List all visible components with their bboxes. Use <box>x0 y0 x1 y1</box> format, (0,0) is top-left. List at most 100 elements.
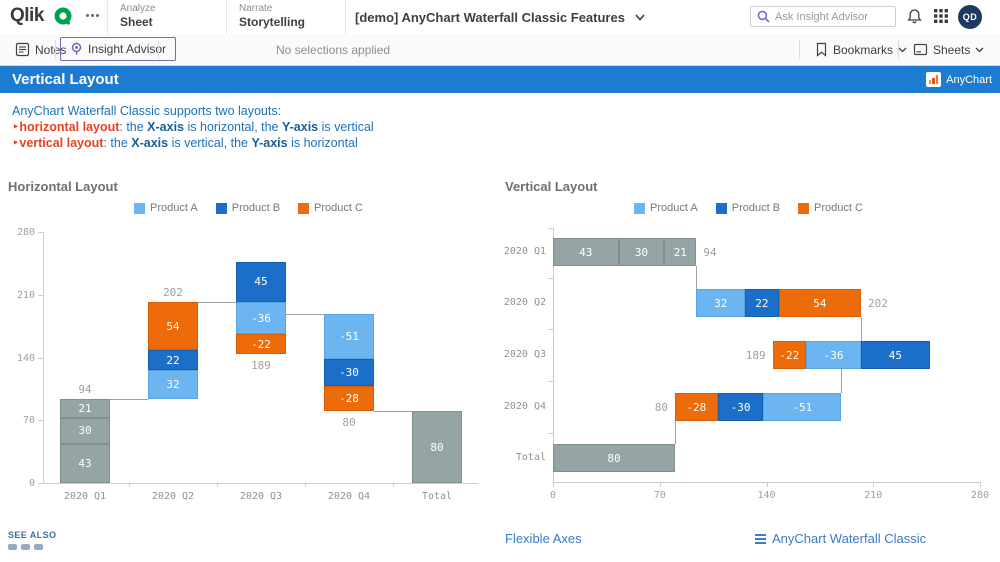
waterfall-connector <box>696 266 698 289</box>
nav-small-label: Analyze <box>120 3 156 14</box>
axis-tick-label: 0 <box>28 478 35 489</box>
axis-category-label: 2020 Q2 <box>151 491 195 502</box>
bookmarks-button[interactable]: Bookmarks <box>809 34 913 65</box>
chart-title: Vertical Layout <box>505 179 598 194</box>
legend-item[interactable]: Product B <box>215 202 280 214</box>
legend-item[interactable]: Product A <box>634 202 698 214</box>
waterfall-segment[interactable]: 43 <box>60 444 110 483</box>
notifications-bell-button[interactable] <box>906 8 923 28</box>
sheets-button[interactable]: Sheets <box>907 34 990 65</box>
bookmark-icon <box>816 42 827 57</box>
waterfall-chart-horizontal-layout: Horizontal Layout Product A Product B Prod… <box>0 176 497 522</box>
waterfall-segment[interactable]: -30 <box>717 393 764 421</box>
x-axis-tick <box>659 482 661 487</box>
bookmarks-label: Bookmarks <box>833 42 894 57</box>
nav-narrate-storytelling[interactable]: Narrate Storytelling <box>239 3 305 29</box>
bar-total-label: 80 <box>342 416 356 430</box>
sheet-toolbar: Notes Insight Advisor <box>0 34 1000 92</box>
x-axis-tick <box>217 483 218 487</box>
chart-legend: Product A Product B Product C <box>0 202 497 214</box>
waterfall-segment[interactable]: 45 <box>236 261 286 302</box>
waterfall-segment[interactable]: 80 <box>553 444 675 472</box>
nav-big-label: Sheet <box>120 15 153 29</box>
waterfall-segment[interactable]: 21 <box>60 398 110 418</box>
nav-analyze-sheet[interactable]: Analyze Sheet <box>120 3 156 29</box>
description-line: AnyChart Waterfall Classic supports two … <box>12 104 282 118</box>
waterfall-segment[interactable]: 32 <box>696 289 746 317</box>
y-axis-tick <box>38 420 43 422</box>
waterfall-segment[interactable]: 43 <box>553 238 619 266</box>
waterfall-segment[interactable]: 32 <box>148 370 198 399</box>
see-also-link-chip[interactable] <box>8 544 17 550</box>
app-launcher-grid-button[interactable] <box>933 8 949 27</box>
notes-icon <box>15 42 30 57</box>
waterfall-segment[interactable]: 22 <box>148 350 198 371</box>
waterfall-chart-vertical-layout: Vertical Layout Product A Product B Produc… <box>500 176 997 522</box>
waterfall-segment[interactable]: -28 <box>324 386 374 412</box>
see-also-link-chip[interactable] <box>34 544 43 550</box>
legend-label: Product A <box>650 202 698 214</box>
waterfall-segment[interactable]: 80 <box>412 411 462 483</box>
waterfall-segment[interactable]: 54 <box>778 289 862 317</box>
axis-category-label: 2020 Q2 <box>503 297 546 308</box>
legend-item[interactable]: Product C <box>798 202 863 214</box>
bar-total-label: 202 <box>868 297 888 310</box>
description-line: ‣horizontal layout: the X-axis is horizo… <box>12 120 374 134</box>
waterfall-segment[interactable]: -22 <box>772 341 807 369</box>
legend-swatch <box>715 202 727 214</box>
waterfall-segment[interactable]: 30 <box>618 238 665 266</box>
divider <box>107 0 108 34</box>
anychart-waterfall-classic-link[interactable]: AnyChart Waterfall Classic <box>755 531 926 546</box>
notes-button[interactable]: Notes <box>9 34 72 65</box>
grid-icon <box>934 9 948 23</box>
waterfall-segment[interactable]: 30 <box>60 417 110 445</box>
qlik-logo-q-icon <box>53 6 74 27</box>
selections-status: No selections applied <box>276 42 391 57</box>
x-axis-tick <box>553 482 554 487</box>
waterfall-segment[interactable]: -36 <box>806 341 862 369</box>
waterfall-segment[interactable]: 45 <box>861 341 930 369</box>
nav-big-label: Storytelling <box>239 15 306 29</box>
app-title-dropdown[interactable]: [demo] AnyChart Waterfall Classic Featur… <box>0 0 1000 34</box>
waterfall-segment[interactable]: 21 <box>664 238 697 266</box>
waterfall-connector <box>861 317 863 341</box>
qlik-logo[interactable]: Qlik <box>10 5 44 26</box>
see-also-link-chip[interactable] <box>21 544 30 550</box>
legend-item[interactable]: Product C <box>298 202 363 214</box>
insight-advisor-search[interactable]: Ask Insight Advisor <box>750 6 896 27</box>
waterfall-connector <box>198 301 236 303</box>
top-header: Qlik Analyze Sheet Narrate Storytelling … <box>0 0 1000 35</box>
overflow-menu-icon[interactable] <box>86 14 102 18</box>
sheets-icon <box>913 43 928 56</box>
search-icon <box>757 10 770 23</box>
insight-advisor-bulb-icon <box>71 42 82 55</box>
anychart-link-label: AnyChart Waterfall Classic <box>772 531 927 546</box>
waterfall-connector <box>110 398 148 400</box>
legend-item[interactable]: Product A <box>134 202 198 214</box>
legend-item[interactable]: Product B <box>715 202 781 214</box>
flexible-axes-link[interactable]: Flexible Axes <box>505 531 582 546</box>
waterfall-segment[interactable]: 54 <box>148 301 198 351</box>
waterfall-segment[interactable]: 22 <box>745 289 779 317</box>
bar-total-label: 189 <box>251 358 271 372</box>
user-avatar[interactable]: QD <box>958 5 982 29</box>
waterfall-segment[interactable]: -51 <box>324 313 374 360</box>
waterfall-segment[interactable]: -36 <box>236 301 286 335</box>
x-axis-tick <box>305 483 306 487</box>
waterfall-segment[interactable]: -22 <box>236 334 286 354</box>
legend-label: Product B <box>731 202 781 214</box>
bar-total-label: 80 <box>654 401 668 414</box>
anychart-badge[interactable]: AnyChart <box>926 72 992 87</box>
menu-icon <box>755 533 766 544</box>
anychart-badge-label: AnyChart <box>946 73 992 86</box>
waterfall-segment[interactable]: -28 <box>675 393 718 421</box>
insight-advisor-button[interactable]: Insight Advisor <box>60 37 177 61</box>
y-axis-tick <box>38 294 43 296</box>
axis-tick-label: 280 <box>16 227 35 238</box>
divider <box>799 40 800 59</box>
waterfall-segment[interactable]: -30 <box>324 359 374 387</box>
waterfall-segment[interactable]: -51 <box>763 393 842 421</box>
y-axis-line <box>43 232 44 483</box>
axis-category-label: 2020 Q4 <box>503 401 546 412</box>
divider <box>226 0 227 34</box>
